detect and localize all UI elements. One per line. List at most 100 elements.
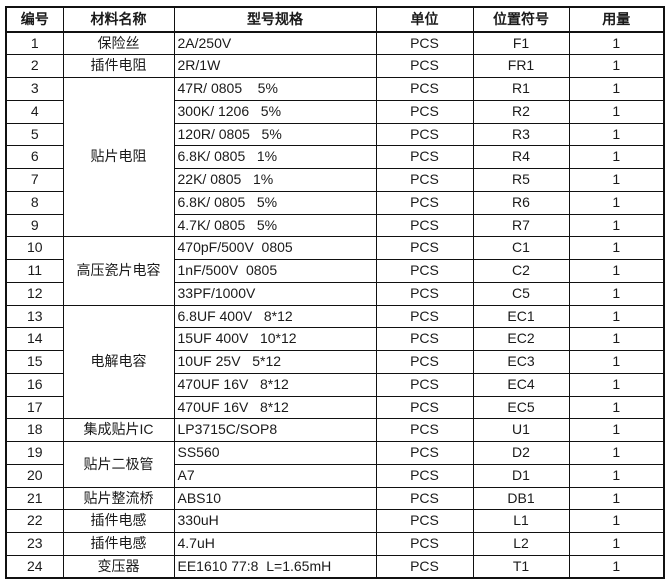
cell-unit: PCS bbox=[375, 145, 474, 169]
cell-ref: R7 bbox=[472, 213, 570, 238]
cell-index: 14 bbox=[5, 327, 64, 351]
cell-qty: 1 bbox=[568, 236, 665, 260]
cell-ref: C1 bbox=[472, 236, 570, 260]
cell-unit: PCS bbox=[375, 327, 474, 351]
table-row: 24 变压器 EE1610 77:8 L=1.65mH PCS T1 1 bbox=[5, 554, 665, 579]
cell-spec: 33PF/1000V bbox=[173, 281, 377, 306]
cell-ref: FR1 bbox=[472, 54, 570, 78]
table-row: 22 插件电感 330uH PCS L1 1 bbox=[5, 509, 665, 533]
cell-ref: T1 bbox=[472, 554, 570, 579]
table-row: 1 保险丝 2A/250V PCS F1 1 bbox=[5, 31, 665, 56]
cell-unit: PCS bbox=[375, 236, 474, 260]
cell-index: 9 bbox=[5, 213, 64, 238]
cell-qty: 1 bbox=[568, 259, 665, 283]
cell-qty: 1 bbox=[568, 190, 665, 215]
cell-unit: PCS bbox=[375, 463, 474, 488]
column-header-no: 编号 bbox=[5, 6, 64, 33]
cell-index: 21 bbox=[5, 486, 64, 511]
cell-ref: EC5 bbox=[472, 395, 570, 420]
cell-unit: PCS bbox=[375, 350, 474, 374]
cell-ref: R4 bbox=[472, 145, 570, 169]
cell-index: 4 bbox=[5, 99, 64, 124]
cell-qty: 1 bbox=[568, 31, 665, 56]
header-row: 编号 材料名称 型号规格 单位 位置符号 用量 bbox=[5, 6, 665, 33]
cell-material: 贴片电阻 bbox=[62, 76, 175, 238]
table-row: 3 贴片电阻 47R/ 0805 5% PCS R1 1 bbox=[5, 76, 665, 238]
column-header-qty: 用量 bbox=[568, 6, 665, 33]
cell-ref: C5 bbox=[472, 281, 570, 306]
cell-ref: C2 bbox=[472, 259, 570, 283]
cell-index: 8 bbox=[5, 190, 64, 215]
table-row: 19 贴片二极管 SS560 PCS D2 1 bbox=[5, 441, 665, 488]
cell-index: 15 bbox=[5, 350, 64, 374]
cell-ref: EC2 bbox=[472, 327, 570, 351]
cell-qty: 1 bbox=[568, 554, 665, 579]
cell-material: 插件电阻 bbox=[62, 54, 175, 78]
table-row: 21 贴片整流桥 ABS10 PCS DB1 1 bbox=[5, 486, 665, 511]
cell-qty: 1 bbox=[568, 99, 665, 124]
table-row: 10 高压瓷片电容 470pF/500V 0805 PCS C1 1 bbox=[5, 236, 665, 306]
cell-spec: 330uH bbox=[173, 509, 377, 533]
cell-index: 12 bbox=[5, 281, 64, 306]
table-row: 2 插件电阻 2R/1W PCS FR1 1 bbox=[5, 54, 665, 78]
cell-unit: PCS bbox=[375, 122, 474, 147]
cell-ref: R2 bbox=[472, 99, 570, 124]
cell-qty: 1 bbox=[568, 463, 665, 488]
cell-spec: 120R/ 0805 5% bbox=[173, 122, 377, 147]
cell-qty: 1 bbox=[568, 395, 665, 420]
cell-index: 3 bbox=[5, 77, 64, 101]
cell-index: 2 bbox=[5, 54, 64, 78]
cell-index: 16 bbox=[5, 372, 64, 397]
cell-index: 11 bbox=[5, 259, 64, 283]
cell-spec: 6.8K/ 0805 5% bbox=[173, 190, 377, 215]
table-row: 5 120R/ 0805 5% PCS R3 1 bbox=[5, 122, 665, 147]
cell-ref: R1 bbox=[472, 77, 570, 101]
cell-index: 22 bbox=[5, 509, 64, 533]
cell-unit: PCS bbox=[375, 281, 474, 306]
cell-material: 高压瓷片电容 bbox=[62, 236, 175, 306]
cell-index: 18 bbox=[5, 418, 64, 442]
cell-spec: 22K/ 0805 1% bbox=[173, 168, 377, 192]
cell-qty: 1 bbox=[568, 327, 665, 351]
cell-ref: EC4 bbox=[472, 372, 570, 397]
cell-unit: PCS bbox=[375, 190, 474, 215]
cell-material: 保险丝 bbox=[62, 31, 175, 56]
table-row: 23 插件电感 4.7uH PCS L2 1 bbox=[5, 532, 665, 556]
column-header-ref: 位置符号 bbox=[472, 6, 570, 33]
cell-qty: 1 bbox=[568, 486, 665, 511]
cell-qty: 1 bbox=[568, 77, 665, 101]
cell-unit: PCS bbox=[375, 554, 474, 579]
column-header-spec: 型号规格 bbox=[173, 6, 377, 33]
cell-material: 插件电感 bbox=[62, 509, 175, 533]
cell-qty: 1 bbox=[568, 304, 665, 329]
cell-spec: SS560 bbox=[173, 441, 377, 465]
cell-ref: R3 bbox=[472, 122, 570, 147]
cell-spec: 470UF 16V 8*12 bbox=[173, 395, 377, 420]
cell-material: 电解电容 bbox=[62, 304, 175, 420]
cell-unit: PCS bbox=[375, 372, 474, 397]
table-row: 17 470UF 16V 8*12 PCS EC5 1 bbox=[5, 395, 665, 420]
cell-spec: 1nF/500V 0805 bbox=[173, 259, 377, 283]
cell-spec: 47R/ 0805 5% bbox=[173, 77, 377, 101]
cell-ref: R5 bbox=[472, 168, 570, 192]
cell-spec: A7 bbox=[173, 463, 377, 488]
bom-table-header: 编号 材料名称 型号规格 单位 位置符号 用量 bbox=[5, 6, 665, 33]
cell-qty: 1 bbox=[568, 372, 665, 397]
cell-spec: 470UF 16V 8*12 bbox=[173, 372, 377, 397]
cell-spec: 2A/250V bbox=[173, 31, 377, 56]
cell-index: 7 bbox=[5, 168, 64, 192]
cell-ref: L2 bbox=[472, 532, 570, 556]
table-row: 18 集成贴片IC LP3715C/SOP8 PCS U1 1 bbox=[5, 418, 665, 442]
cell-ref: R6 bbox=[472, 190, 570, 215]
cell-unit: PCS bbox=[375, 77, 474, 101]
cell-spec: ABS10 bbox=[173, 486, 377, 511]
cell-qty: 1 bbox=[568, 350, 665, 374]
cell-qty: 1 bbox=[568, 168, 665, 192]
cell-unit: PCS bbox=[375, 395, 474, 420]
cell-unit: PCS bbox=[375, 304, 474, 329]
cell-spec: 10UF 25V 5*12 bbox=[173, 350, 377, 374]
cell-material: 插件电感 bbox=[62, 532, 175, 556]
cell-qty: 1 bbox=[568, 122, 665, 147]
bom-table-body: 1 保险丝 2A/250V PCS F1 1 2 插件电阻 2R/1W PCS FR1 1 3 贴片电阻 4… bbox=[5, 31, 665, 579]
